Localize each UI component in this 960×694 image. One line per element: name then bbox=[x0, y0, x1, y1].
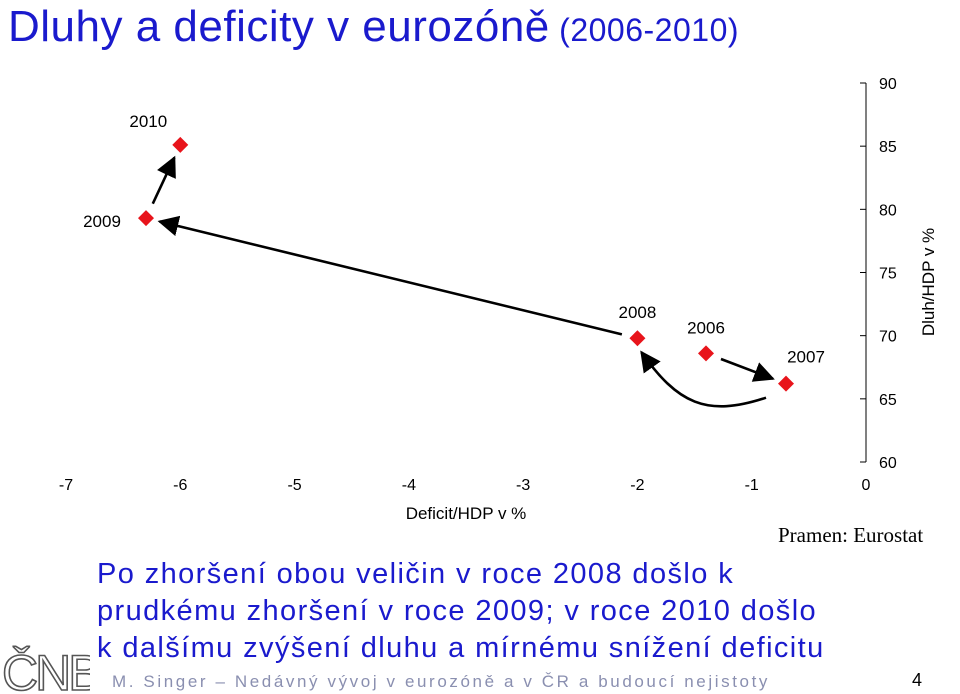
data-label-2010: 2010 bbox=[129, 112, 167, 131]
summary-line-1: Po zhoršení obou veličin v roce 2008 doš… bbox=[97, 558, 735, 590]
scatter-chart: 60 65 70 75 80 85 90 -7 -6 -5 -4 -3 -2 -1 0 Deficit/HDP… bbox=[59, 76, 938, 523]
footer-text: M. Singer – Nedávný vývoj v eurozóně a v… bbox=[112, 672, 770, 691]
y-axis-title: Dluh/HDP v % bbox=[919, 228, 938, 336]
y-tick-label: 90 bbox=[879, 76, 897, 93]
arrows-layer bbox=[151, 155, 775, 408]
summary-line-3: k dalšímu zvýšení dluhu a mírnému snížen… bbox=[97, 632, 825, 664]
arrow-2006-2007 bbox=[720, 357, 775, 382]
title-years: (2006-2010) bbox=[559, 12, 740, 48]
summary-text: Po zhoršení obou veličin v roce 2008 doš… bbox=[97, 556, 947, 667]
x-tick-label: -4 bbox=[402, 477, 416, 494]
data-label-2006: 2006 bbox=[687, 318, 725, 337]
y-tick-label: 85 bbox=[879, 139, 897, 156]
y-tick-label: 75 bbox=[879, 266, 897, 283]
summary-line-2: prudkému zhoršení v roce 2009; v roce 20… bbox=[97, 595, 818, 627]
arrow-2008-2009 bbox=[157, 215, 623, 336]
data-point-2009 bbox=[138, 210, 154, 227]
x-tick-label: -7 bbox=[59, 477, 73, 494]
x-tick-label: -1 bbox=[745, 477, 759, 494]
page-number: 4 bbox=[912, 670, 923, 690]
axes-layer: 60 65 70 75 80 85 90 -7 -6 -5 -4 -3 -2 -1 0 Deficit/HDP… bbox=[59, 76, 938, 523]
y-tick-label: 80 bbox=[879, 202, 897, 219]
y-tick-label: 60 bbox=[879, 455, 897, 472]
x-axis-title: Deficit/HDP v % bbox=[406, 504, 527, 523]
data-point-2006 bbox=[698, 345, 714, 362]
slide-title: Dluhy a deficity v eurozóně (2006-2010) bbox=[8, 2, 739, 52]
x-tick-label: -5 bbox=[287, 477, 301, 494]
data-label-2007: 2007 bbox=[787, 348, 825, 367]
data-point-2010 bbox=[172, 136, 189, 153]
y-tick-label: 70 bbox=[879, 329, 897, 346]
cnb-logo-text: ČNB bbox=[2, 645, 90, 694]
data-point-2007 bbox=[778, 375, 794, 392]
points-layer: 2006 2007 2008 2009 2010 bbox=[83, 112, 825, 392]
x-tick-label: -3 bbox=[516, 477, 530, 494]
x-tick-label: -2 bbox=[630, 477, 644, 494]
data-point-2008 bbox=[629, 330, 646, 347]
data-label-2008: 2008 bbox=[619, 303, 657, 322]
data-label-2009: 2009 bbox=[83, 212, 121, 231]
arrow-2009-2010 bbox=[151, 155, 176, 205]
x-tick-label: -6 bbox=[173, 477, 187, 494]
y-tick-label: 65 bbox=[879, 392, 897, 409]
cnb-logo: ČNB bbox=[1, 644, 90, 694]
arrow-2007-2008 bbox=[640, 350, 767, 408]
title-text: Dluhy a deficity v eurozóně bbox=[8, 2, 550, 51]
source-note: Pramen: Eurostat bbox=[778, 523, 924, 547]
x-tick-label: 0 bbox=[862, 477, 871, 494]
